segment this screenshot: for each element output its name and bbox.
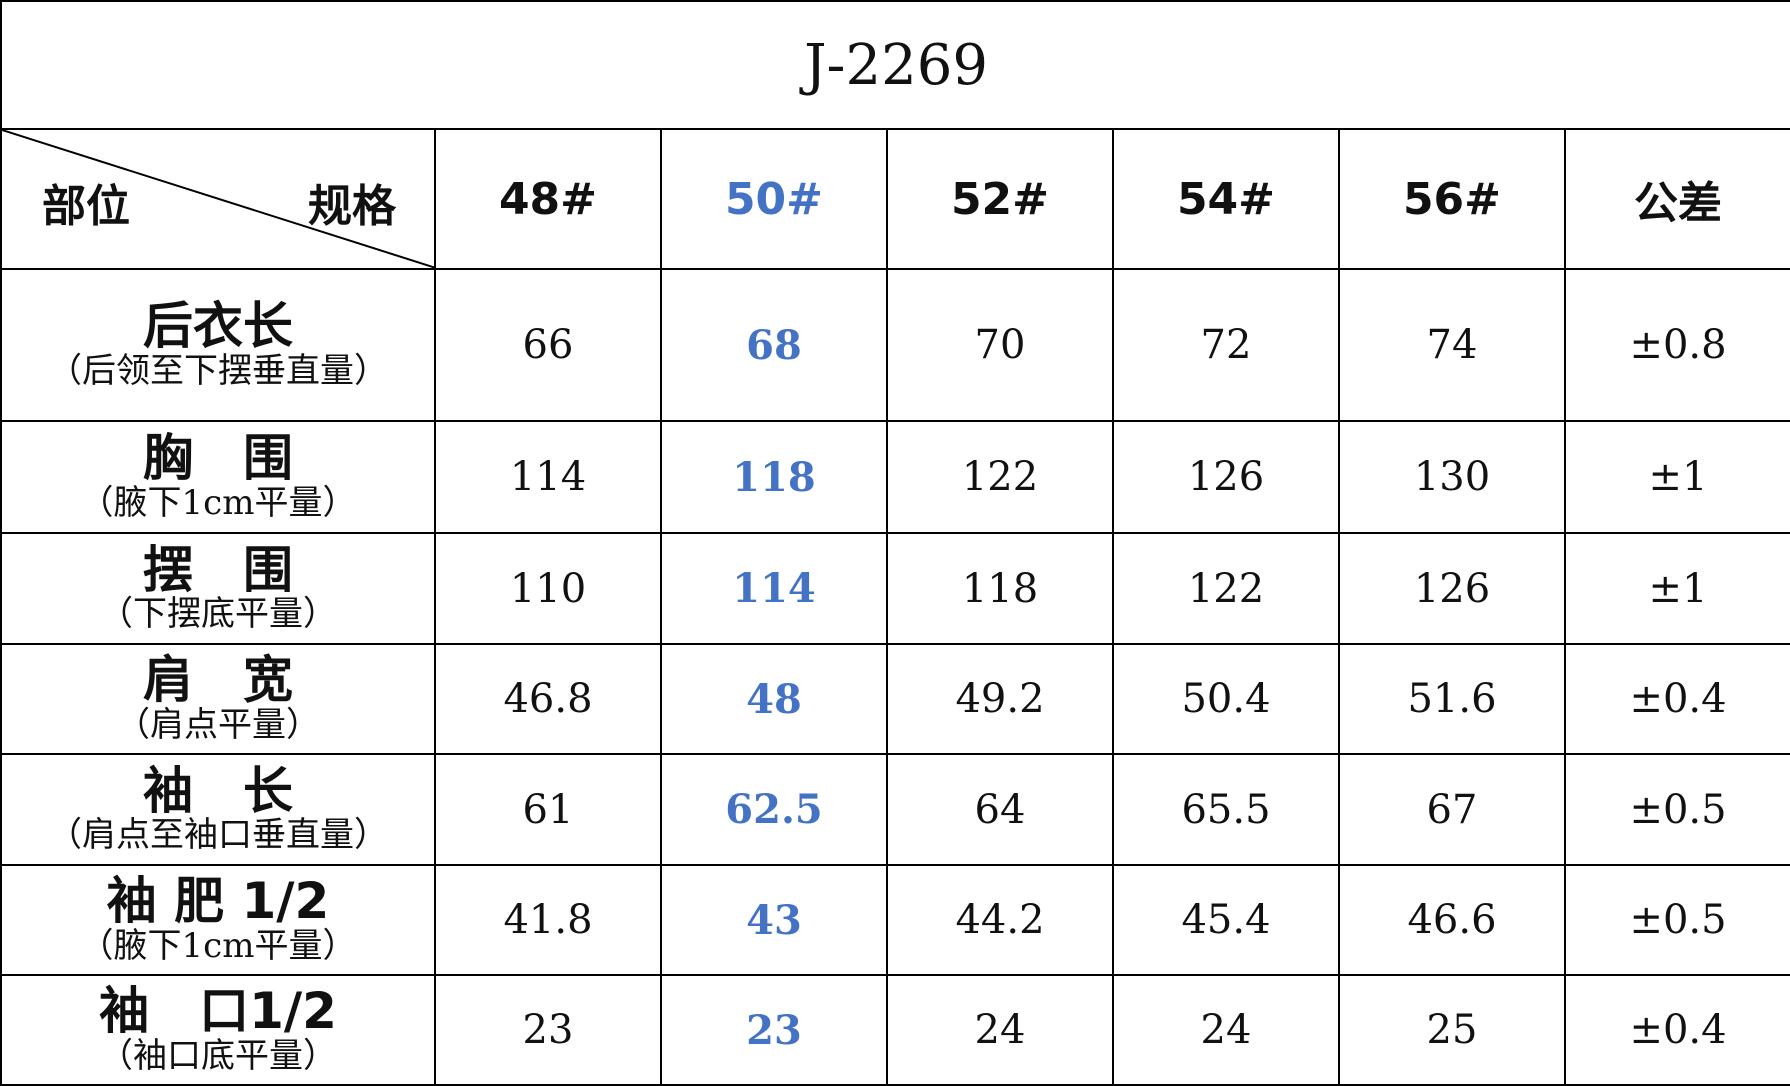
- corner-cell: 部位 规格: [0, 128, 436, 270]
- row-name: 摆 围: [143, 540, 293, 599]
- cell-value: 48: [660, 643, 888, 755]
- title: J-2269: [0, 0, 1790, 130]
- cell-value: 114: [660, 532, 888, 645]
- cell-value: 65.5: [1112, 753, 1340, 866]
- header-row: 部位 规格 48# 50# 52# 54# 56# 公差: [0, 128, 1790, 270]
- data-row: 袖 口1/2 （袖口底平量） 23 23 24 24 25 ±0.4: [0, 974, 1790, 1086]
- column-header: 52#: [886, 128, 1114, 270]
- cell-value: 44.2: [886, 864, 1114, 976]
- cell-value: 64: [886, 753, 1114, 866]
- row-note: （肩点平量）: [116, 704, 320, 745]
- cell-value: 70: [886, 268, 1114, 422]
- data-row: 袖 长（肩点至袖口垂直量） 61 62.5 64 65.5 67 ±0.5: [0, 753, 1790, 866]
- row-name: 肩 宽: [143, 651, 293, 710]
- cell-value: 61: [434, 753, 662, 866]
- cell-value: 67: [1338, 753, 1566, 866]
- cell-value: 23: [434, 974, 662, 1086]
- cell-value: 46.6: [1338, 864, 1566, 976]
- corner-left: 部位: [42, 181, 130, 232]
- corner-right: 规格: [308, 181, 396, 232]
- cell-value: 68: [660, 268, 888, 422]
- cell-tolerance: ±0.8: [1563, 268, 1790, 422]
- row-note: （腋下1cm平量）: [79, 482, 357, 523]
- cell-value: 51.6: [1338, 643, 1566, 755]
- cell-tolerance: ±0.5: [1563, 864, 1790, 976]
- column-header: 48#: [434, 128, 662, 270]
- row-label: 后衣长 （后领至下摆垂直量）: [0, 268, 436, 422]
- row-label: 袖 长（肩点至袖口垂直量）: [0, 753, 436, 866]
- diagonal: [2, 130, 436, 268]
- column-header: 54#: [1112, 128, 1340, 270]
- cell-value: 126: [1338, 532, 1566, 645]
- cell-value: 130: [1338, 420, 1566, 534]
- cell-tolerance: ±1: [1563, 420, 1790, 534]
- cell-tolerance: ±1: [1563, 532, 1790, 645]
- row-name: 袖 长: [143, 761, 293, 820]
- cell-value: 114: [434, 420, 662, 534]
- data-row: 袖 肥 1/2 （腋下1cm平量） 41.8 43 44.2 45.4 46.6 ±0.5: [0, 864, 1790, 976]
- cell-tolerance: ±0.5: [1563, 753, 1790, 866]
- row-name: 袖 肥 1/2: [106, 872, 330, 931]
- row-label: 肩 宽（肩点平量）: [0, 643, 436, 755]
- row-label: 摆 围（下摆底平量）: [0, 532, 436, 645]
- cell-value: 49.2: [886, 643, 1114, 755]
- data-row: 摆 围（下摆底平量） 110 114 118 122 126 ±1: [0, 532, 1790, 645]
- cell-value: 45.4: [1112, 864, 1340, 976]
- cell-value: 43: [660, 864, 888, 976]
- row-note: （下摆底平量）: [99, 594, 337, 635]
- cell-value: 46.8: [434, 643, 662, 755]
- cell-value: 41.8: [434, 864, 662, 976]
- cell-value: 62.5: [660, 753, 888, 866]
- data-row: 胸 围（腋下1cm平量） 114 118 122 126 130 ±1: [0, 420, 1790, 534]
- cell-value: 50.4: [1112, 643, 1340, 755]
- cell-value: 110: [434, 532, 662, 645]
- cell-value: 118: [886, 532, 1114, 645]
- cell-value: 66: [434, 268, 662, 422]
- cell-value: 122: [1112, 532, 1340, 645]
- cell-value: 24: [1112, 974, 1340, 1086]
- cell-value: 74: [1338, 268, 1566, 422]
- row-name: 后衣长: [143, 297, 293, 356]
- row-note: （袖口底平量）: [99, 1035, 337, 1076]
- row-note: （腋下1cm平量）: [79, 925, 357, 966]
- row-note: （后领至下摆垂直量）: [48, 350, 388, 391]
- column-header: 50#: [660, 128, 888, 270]
- row-label: 袖 肥 1/2 （腋下1cm平量）: [0, 864, 436, 976]
- row-name: 袖 口1/2: [99, 982, 337, 1041]
- column-header: 56#: [1338, 128, 1566, 270]
- cell-tolerance: ±0.4: [1563, 643, 1790, 755]
- cell-value: 126: [1112, 420, 1340, 534]
- cell-value: 25: [1338, 974, 1566, 1086]
- cell-tolerance: ±0.4: [1563, 974, 1790, 1086]
- data-row: 后衣长 （后领至下摆垂直量） 66 68 70 72 74 ±0.8: [0, 268, 1790, 422]
- row-label: 胸 围（腋下1cm平量）: [0, 420, 436, 534]
- cell-value: 122: [886, 420, 1114, 534]
- cell-value: 72: [1112, 268, 1340, 422]
- cell-value: 118: [660, 420, 888, 534]
- cell-value: 24: [886, 974, 1114, 1086]
- row-name: 胸 围: [143, 429, 293, 488]
- row-label: 袖 口1/2 （袖口底平量）: [0, 974, 436, 1086]
- column-header: 公差: [1563, 128, 1790, 270]
- row-note: （肩点至袖口垂直量）: [48, 815, 388, 856]
- cell-value: 23: [660, 974, 888, 1086]
- data-row: 肩 宽（肩点平量） 46.8 48 49.2 50.4 51.6 ±0.4: [0, 643, 1790, 755]
